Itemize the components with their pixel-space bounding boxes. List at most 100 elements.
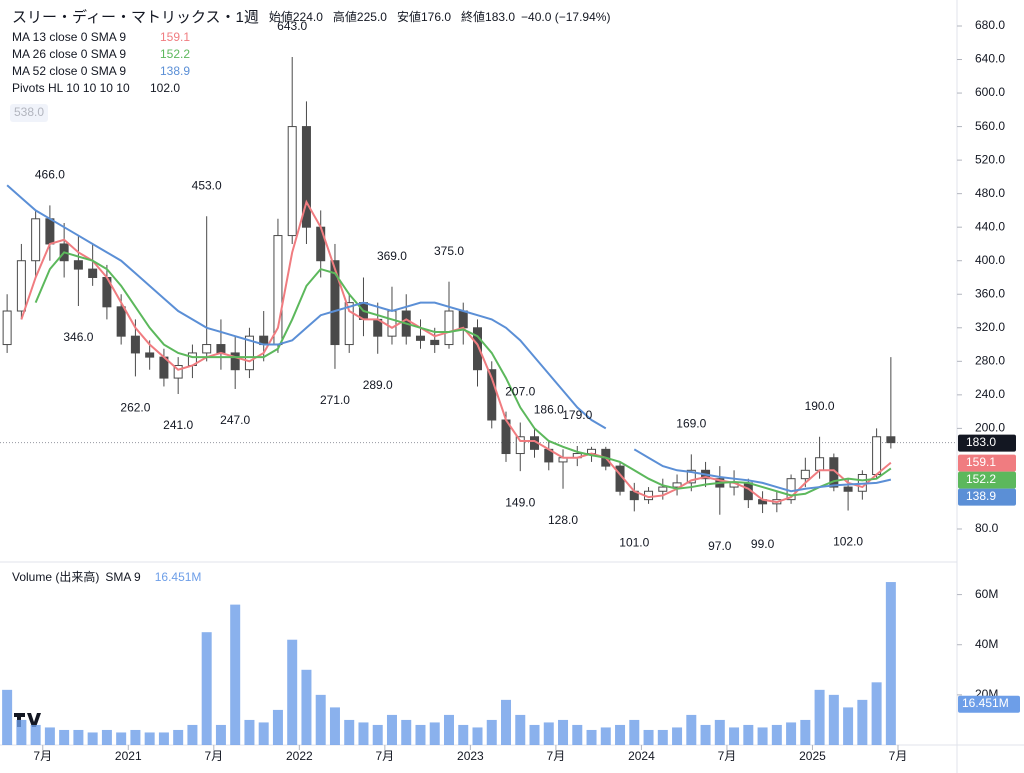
- volume-bar: [144, 732, 155, 745]
- x-tick-label: 7月: [718, 749, 737, 763]
- legend-value: 138.9: [160, 64, 190, 78]
- legend-name: MA 52 close 0 SMA 9: [12, 64, 126, 78]
- volume-bar: [501, 699, 512, 745]
- candle-body: [202, 344, 212, 354]
- x-tick-label: 2025: [799, 749, 826, 763]
- pivot-label: 186.0: [534, 402, 564, 416]
- candle-body: [473, 327, 482, 371]
- candle-body: [815, 457, 825, 471]
- candle-body: [515, 436, 525, 455]
- volume-bar: [44, 727, 55, 745]
- quote-value: 225.0: [357, 10, 387, 24]
- legend-name: MA 26 close 0 SMA 9: [12, 47, 126, 61]
- volume-bar: [415, 724, 426, 745]
- pivot-label: 241.0: [163, 418, 193, 432]
- volume-bar: [329, 707, 340, 745]
- volume-bar: [600, 727, 611, 745]
- volume-bar: [429, 722, 440, 745]
- candle-body: [415, 335, 425, 341]
- volume-bar: [30, 724, 41, 745]
- volume-bar: [158, 732, 169, 745]
- volume-bar: [315, 694, 326, 745]
- candle-body: [316, 226, 326, 262]
- volume-bar: [2, 689, 13, 745]
- ma-line: [34, 251, 892, 497]
- y-tick-label: 440.0: [975, 219, 1005, 233]
- pivot-label: 179.0: [562, 408, 592, 422]
- volume-bar: [287, 639, 298, 745]
- volume-bar: [700, 724, 711, 745]
- volume-legend: Volume (出来高) SMA 9 16.451M: [12, 569, 201, 584]
- volume-bar: [729, 727, 740, 745]
- volume-bar: [857, 699, 868, 745]
- volume-bar: [800, 719, 811, 745]
- y-tick-label: 400.0: [975, 253, 1005, 267]
- volume-bar: [543, 722, 554, 745]
- pivot-label: 128.0: [548, 513, 578, 527]
- y-tick-label: 200.0: [975, 421, 1005, 435]
- quote-label: 始値: [269, 9, 293, 24]
- legend-value: 102.0: [150, 81, 180, 95]
- y-tick-label: 360.0: [975, 286, 1005, 300]
- price-badge-label: 152.2: [966, 472, 996, 486]
- candle-body: [244, 335, 254, 371]
- candle-body: [458, 310, 468, 329]
- volume-tick-label: 60M: [975, 587, 998, 601]
- volume-sma-value: 16.451M: [155, 570, 202, 584]
- y-tick-label: 640.0: [975, 52, 1005, 66]
- candle-body: [686, 469, 696, 484]
- price-badge: [958, 471, 1016, 489]
- volume-sma-name: SMA 9: [105, 570, 141, 584]
- volume-bar: [686, 714, 697, 745]
- quote-label: 高値: [333, 9, 357, 24]
- candle-body: [430, 339, 440, 346]
- volume-tick-label: 40M: [975, 637, 998, 651]
- price-badge-label: 183.0: [966, 435, 996, 449]
- volume-bar: [572, 724, 583, 745]
- volume-bar: [885, 582, 896, 745]
- y-tick-label: 480.0: [975, 186, 1005, 200]
- y-tick-label: 560.0: [975, 119, 1005, 133]
- volume-bar: [472, 727, 483, 745]
- candle-body: [829, 457, 839, 488]
- price-badge-label: 138.9: [966, 489, 996, 503]
- pivot-label: 207.0: [505, 385, 535, 399]
- x-tick-label: 2022: [286, 749, 313, 763]
- candle-body: [45, 218, 55, 245]
- price-badge: [958, 488, 1016, 506]
- y-tick-label: 280.0: [975, 353, 1005, 367]
- volume-bar: [401, 719, 412, 745]
- quote-label: 終値: [461, 9, 485, 24]
- pivot-label: 375.0: [434, 244, 464, 258]
- volume-bar: [16, 719, 27, 745]
- candle-body: [301, 126, 311, 228]
- pivot-label: 466.0: [35, 168, 65, 182]
- header: スリー・ディー・マトリックス・1週 始値224.0 高値225.0 安値176.0 終値…: [12, 8, 610, 26]
- volume-bar: [130, 729, 141, 745]
- quote-change: −40.0 (−17.94%): [521, 10, 610, 24]
- volume-bar: [116, 732, 127, 745]
- candle-body: [658, 486, 668, 492]
- candle-body: [116, 306, 126, 337]
- price-badge: [958, 434, 1016, 452]
- pivot-label: 346.0: [63, 330, 93, 344]
- volume-bar: [828, 694, 839, 745]
- y-tick-label: 320.0: [975, 320, 1005, 334]
- volume-bar: [643, 729, 654, 745]
- volume-badge: [958, 695, 1020, 713]
- volume-bar: [586, 729, 597, 745]
- x-tick-label: 7月: [204, 749, 223, 763]
- y-tick-label: 80.0: [975, 521, 999, 535]
- pivot-label: 97.0: [708, 539, 732, 553]
- price-badge-label: 159.1: [966, 455, 996, 469]
- volume-bar: [187, 724, 198, 745]
- volume-bar: [87, 732, 98, 745]
- candle-body: [73, 260, 83, 270]
- chart-title: スリー・ディー・マトリックス・1週: [12, 8, 259, 26]
- legend-value: 159.1: [160, 30, 190, 44]
- candle-body: [31, 218, 41, 262]
- pivot-label: 289.0: [363, 378, 393, 392]
- legend-name: Pivots HL 10 10 10 10: [12, 81, 130, 95]
- pivot-label: 101.0: [619, 536, 649, 550]
- x-tick-label: 7月: [33, 749, 52, 763]
